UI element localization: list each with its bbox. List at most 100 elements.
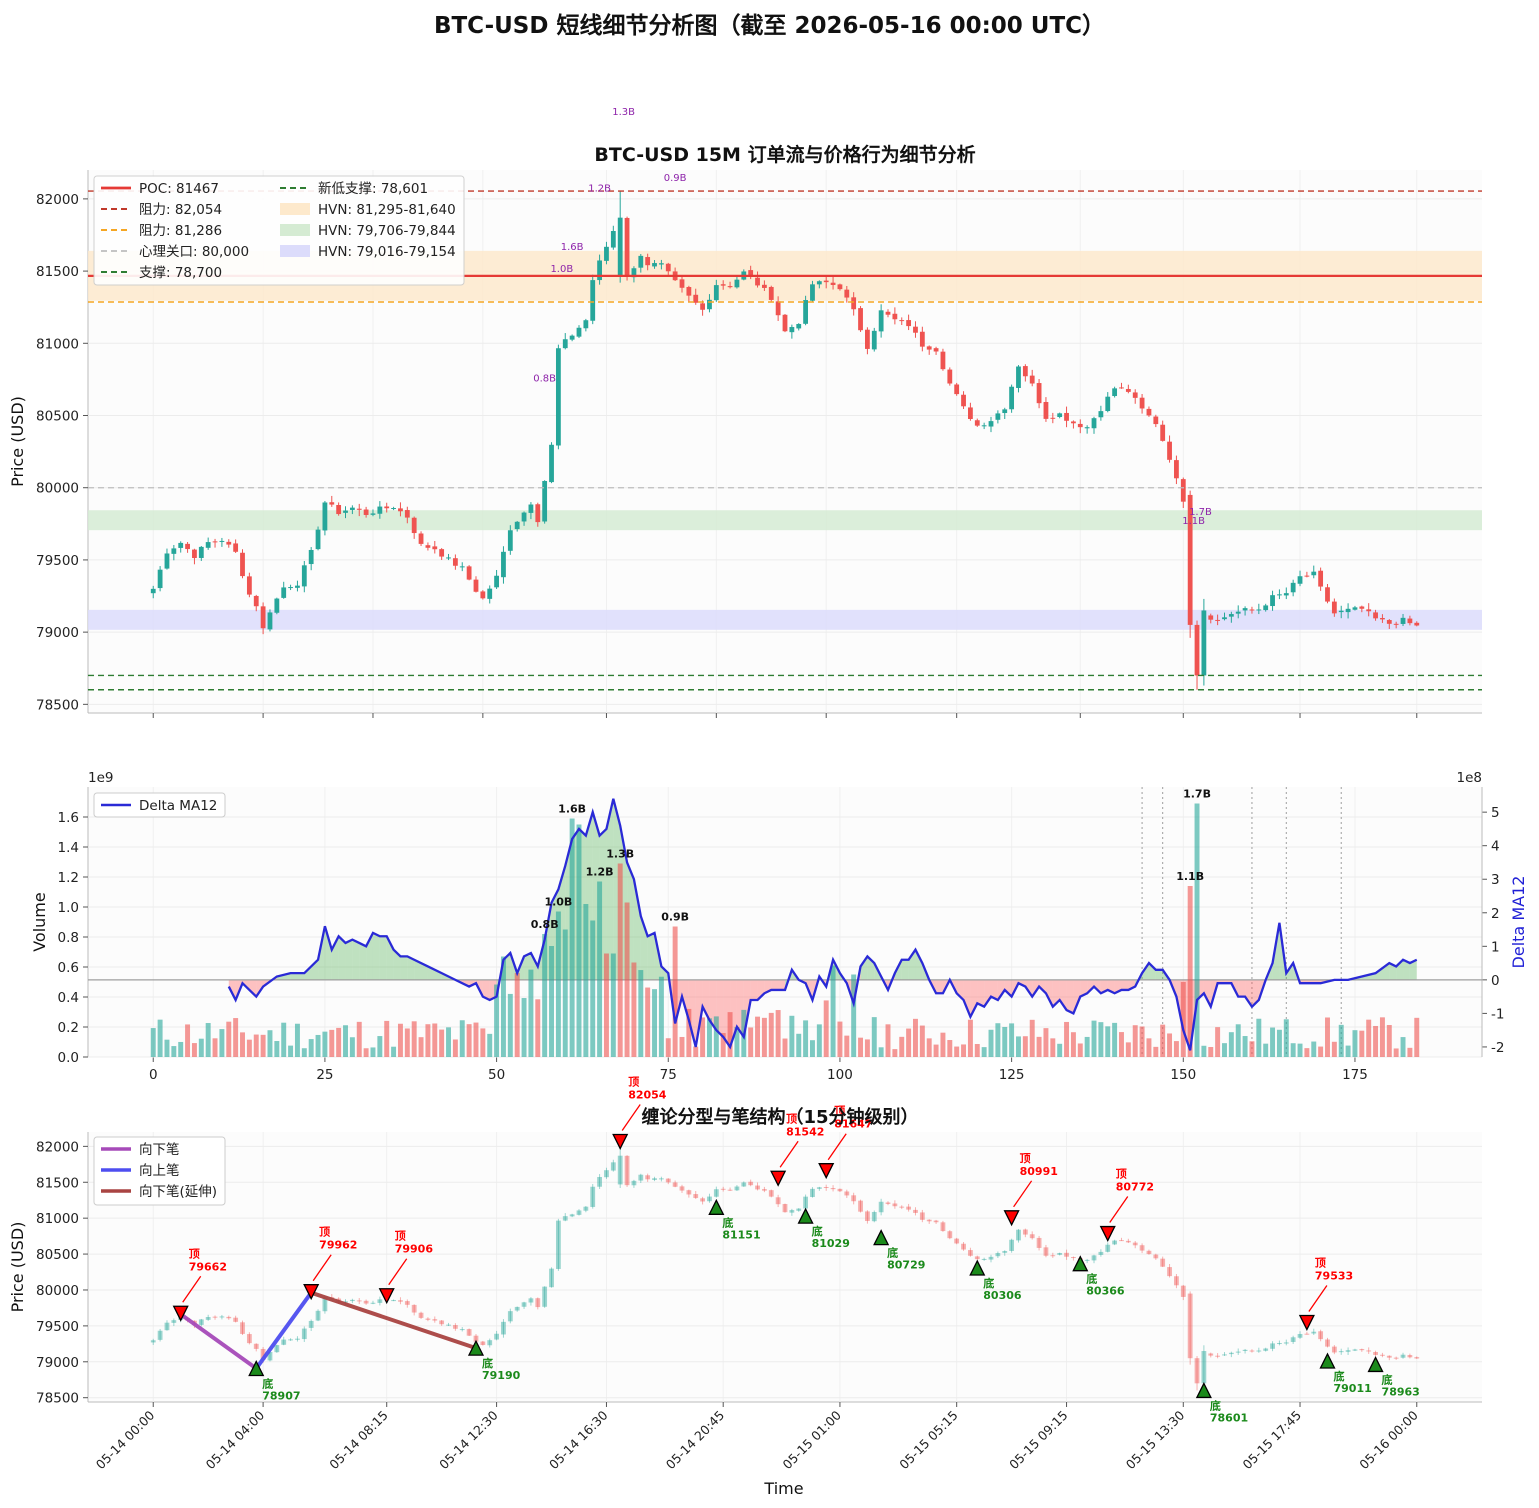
chan-candle-body <box>253 1343 259 1349</box>
chan-x-tick-label: 05-14 12:30 <box>436 1407 501 1472</box>
volume-bar <box>1070 1032 1076 1057</box>
delta-area-segment <box>1148 963 1156 980</box>
delta-y-tick-label: -1 <box>1491 1006 1504 1022</box>
volume-bar <box>1208 1046 1214 1057</box>
volume-bar <box>1057 1043 1063 1057</box>
price-volume-label: 1.1B <box>1182 516 1205 527</box>
volume-bar-label: 1.6B <box>558 803 586 816</box>
chan-candle-body <box>707 1196 712 1202</box>
price-candle-body <box>734 279 740 288</box>
top-fractal-value: 81647 <box>834 1118 872 1131</box>
price-y-tick-label: 79000 <box>36 625 79 641</box>
chan-candle-body <box>446 1324 451 1326</box>
chan-candle-body <box>1057 1253 1063 1255</box>
volume-bar <box>480 1028 486 1057</box>
chan-candle-body <box>1249 1350 1255 1352</box>
top-fractal-tag: 顶 <box>1315 1257 1326 1270</box>
chan-candle-body <box>1119 1240 1124 1242</box>
price-candle-body <box>459 566 465 568</box>
bottom-fractal-tag: 底 <box>1382 1372 1393 1386</box>
chan-candle-body <box>597 1176 602 1187</box>
chan-candle-body <box>1393 1357 1399 1359</box>
chan-candle-body <box>789 1210 795 1213</box>
chan-candle-body <box>198 1319 204 1325</box>
price-candle-body <box>1022 366 1028 377</box>
price-candle-body <box>164 553 170 569</box>
delta-area-segment <box>1080 979 1088 997</box>
chan-candle-body <box>940 1222 946 1232</box>
price-candle-body <box>597 260 602 281</box>
volume-bar <box>452 1039 458 1057</box>
chan-candle-body <box>391 1300 396 1302</box>
top-fractal-value: 79662 <box>189 1260 227 1273</box>
volume-bar <box>391 1046 397 1057</box>
price-candle-body <box>542 480 548 522</box>
volume-bar <box>851 974 857 1057</box>
bottom-fractal-marker <box>1072 1255 1089 1272</box>
chan-candle-body <box>865 1211 870 1221</box>
price-y-tick-label: 78500 <box>36 697 79 713</box>
price-candle-body <box>865 329 870 349</box>
volume-bar <box>768 1012 774 1057</box>
volume-bar <box>1132 1025 1138 1057</box>
top-fractal-value: 79962 <box>319 1239 357 1252</box>
price-candle-body <box>1180 479 1186 502</box>
chan-x-tick-label: 05-15 17:45 <box>1240 1408 1305 1473</box>
volume-bar <box>1119 1032 1124 1057</box>
price-y-tick-label: 80000 <box>36 481 79 497</box>
volume-bar <box>947 1040 953 1057</box>
price-candle-body <box>549 444 554 483</box>
bottom-fractal-tag: 底 <box>1086 1272 1097 1286</box>
chan-candle-body <box>947 1231 953 1239</box>
chan-y-tick-label: 78500 <box>36 1391 79 1407</box>
price-candle-body <box>1311 571 1317 576</box>
delta-area-segment <box>860 956 868 980</box>
price-candle-body <box>624 217 630 277</box>
price-candle-body <box>1318 570 1324 587</box>
volume-bar <box>796 1033 802 1057</box>
volume-bar <box>624 902 630 1057</box>
price-candle-body <box>693 294 699 303</box>
price-candle-body <box>782 314 788 332</box>
volume-bar <box>191 1043 197 1057</box>
volume-bar <box>1393 1048 1399 1057</box>
chan-candle-body <box>1235 1351 1241 1353</box>
volume-bar <box>864 1039 870 1057</box>
chan-candle-body <box>1180 1285 1186 1297</box>
chan-candle-body <box>796 1208 802 1211</box>
volume-bar <box>617 863 623 1057</box>
price-candle-body <box>521 512 527 522</box>
price-candle-body <box>638 255 644 268</box>
delta-area-segment <box>338 936 346 980</box>
price-candle-body <box>1043 401 1049 419</box>
bottom-fractal-value: 79190 <box>482 1369 521 1382</box>
volume-bar <box>809 1040 815 1057</box>
volume-bar <box>906 1028 912 1057</box>
delta-area-segment <box>372 932 380 980</box>
volume-bar <box>844 1035 850 1057</box>
chan-candle-body <box>816 1187 822 1189</box>
price-candle-body <box>604 246 609 261</box>
chan-candle-body <box>1242 1349 1248 1352</box>
price-volume-label: 1.7B <box>1189 507 1212 518</box>
volume-bar <box>150 1028 156 1057</box>
delta-area-segment <box>1403 959 1410 980</box>
volume-bar-label: 1.3B <box>606 848 634 861</box>
chan-legend-label: 向下笔 <box>139 1142 180 1158</box>
price-candle-body <box>1174 460 1179 479</box>
chan-candle-body <box>782 1203 788 1213</box>
price-candle-body <box>1208 615 1214 620</box>
volume-legend: Delta MA12 <box>93 792 226 818</box>
volume-bar <box>1359 1030 1365 1057</box>
volume-y-tick-label: 1.0 <box>58 900 79 916</box>
volume-bar <box>1270 1027 1276 1057</box>
price-candle-body <box>810 284 815 301</box>
price-candle-body <box>1201 610 1207 676</box>
price-candle-body <box>487 588 493 599</box>
chan-candle-body <box>562 1216 568 1221</box>
bottom-fractal-marker <box>708 1198 725 1215</box>
volume-bar <box>638 970 644 1057</box>
chan-y-tick-label: 81000 <box>36 1211 79 1227</box>
price-candle-body <box>466 566 472 580</box>
volume-bar <box>734 1027 740 1057</box>
